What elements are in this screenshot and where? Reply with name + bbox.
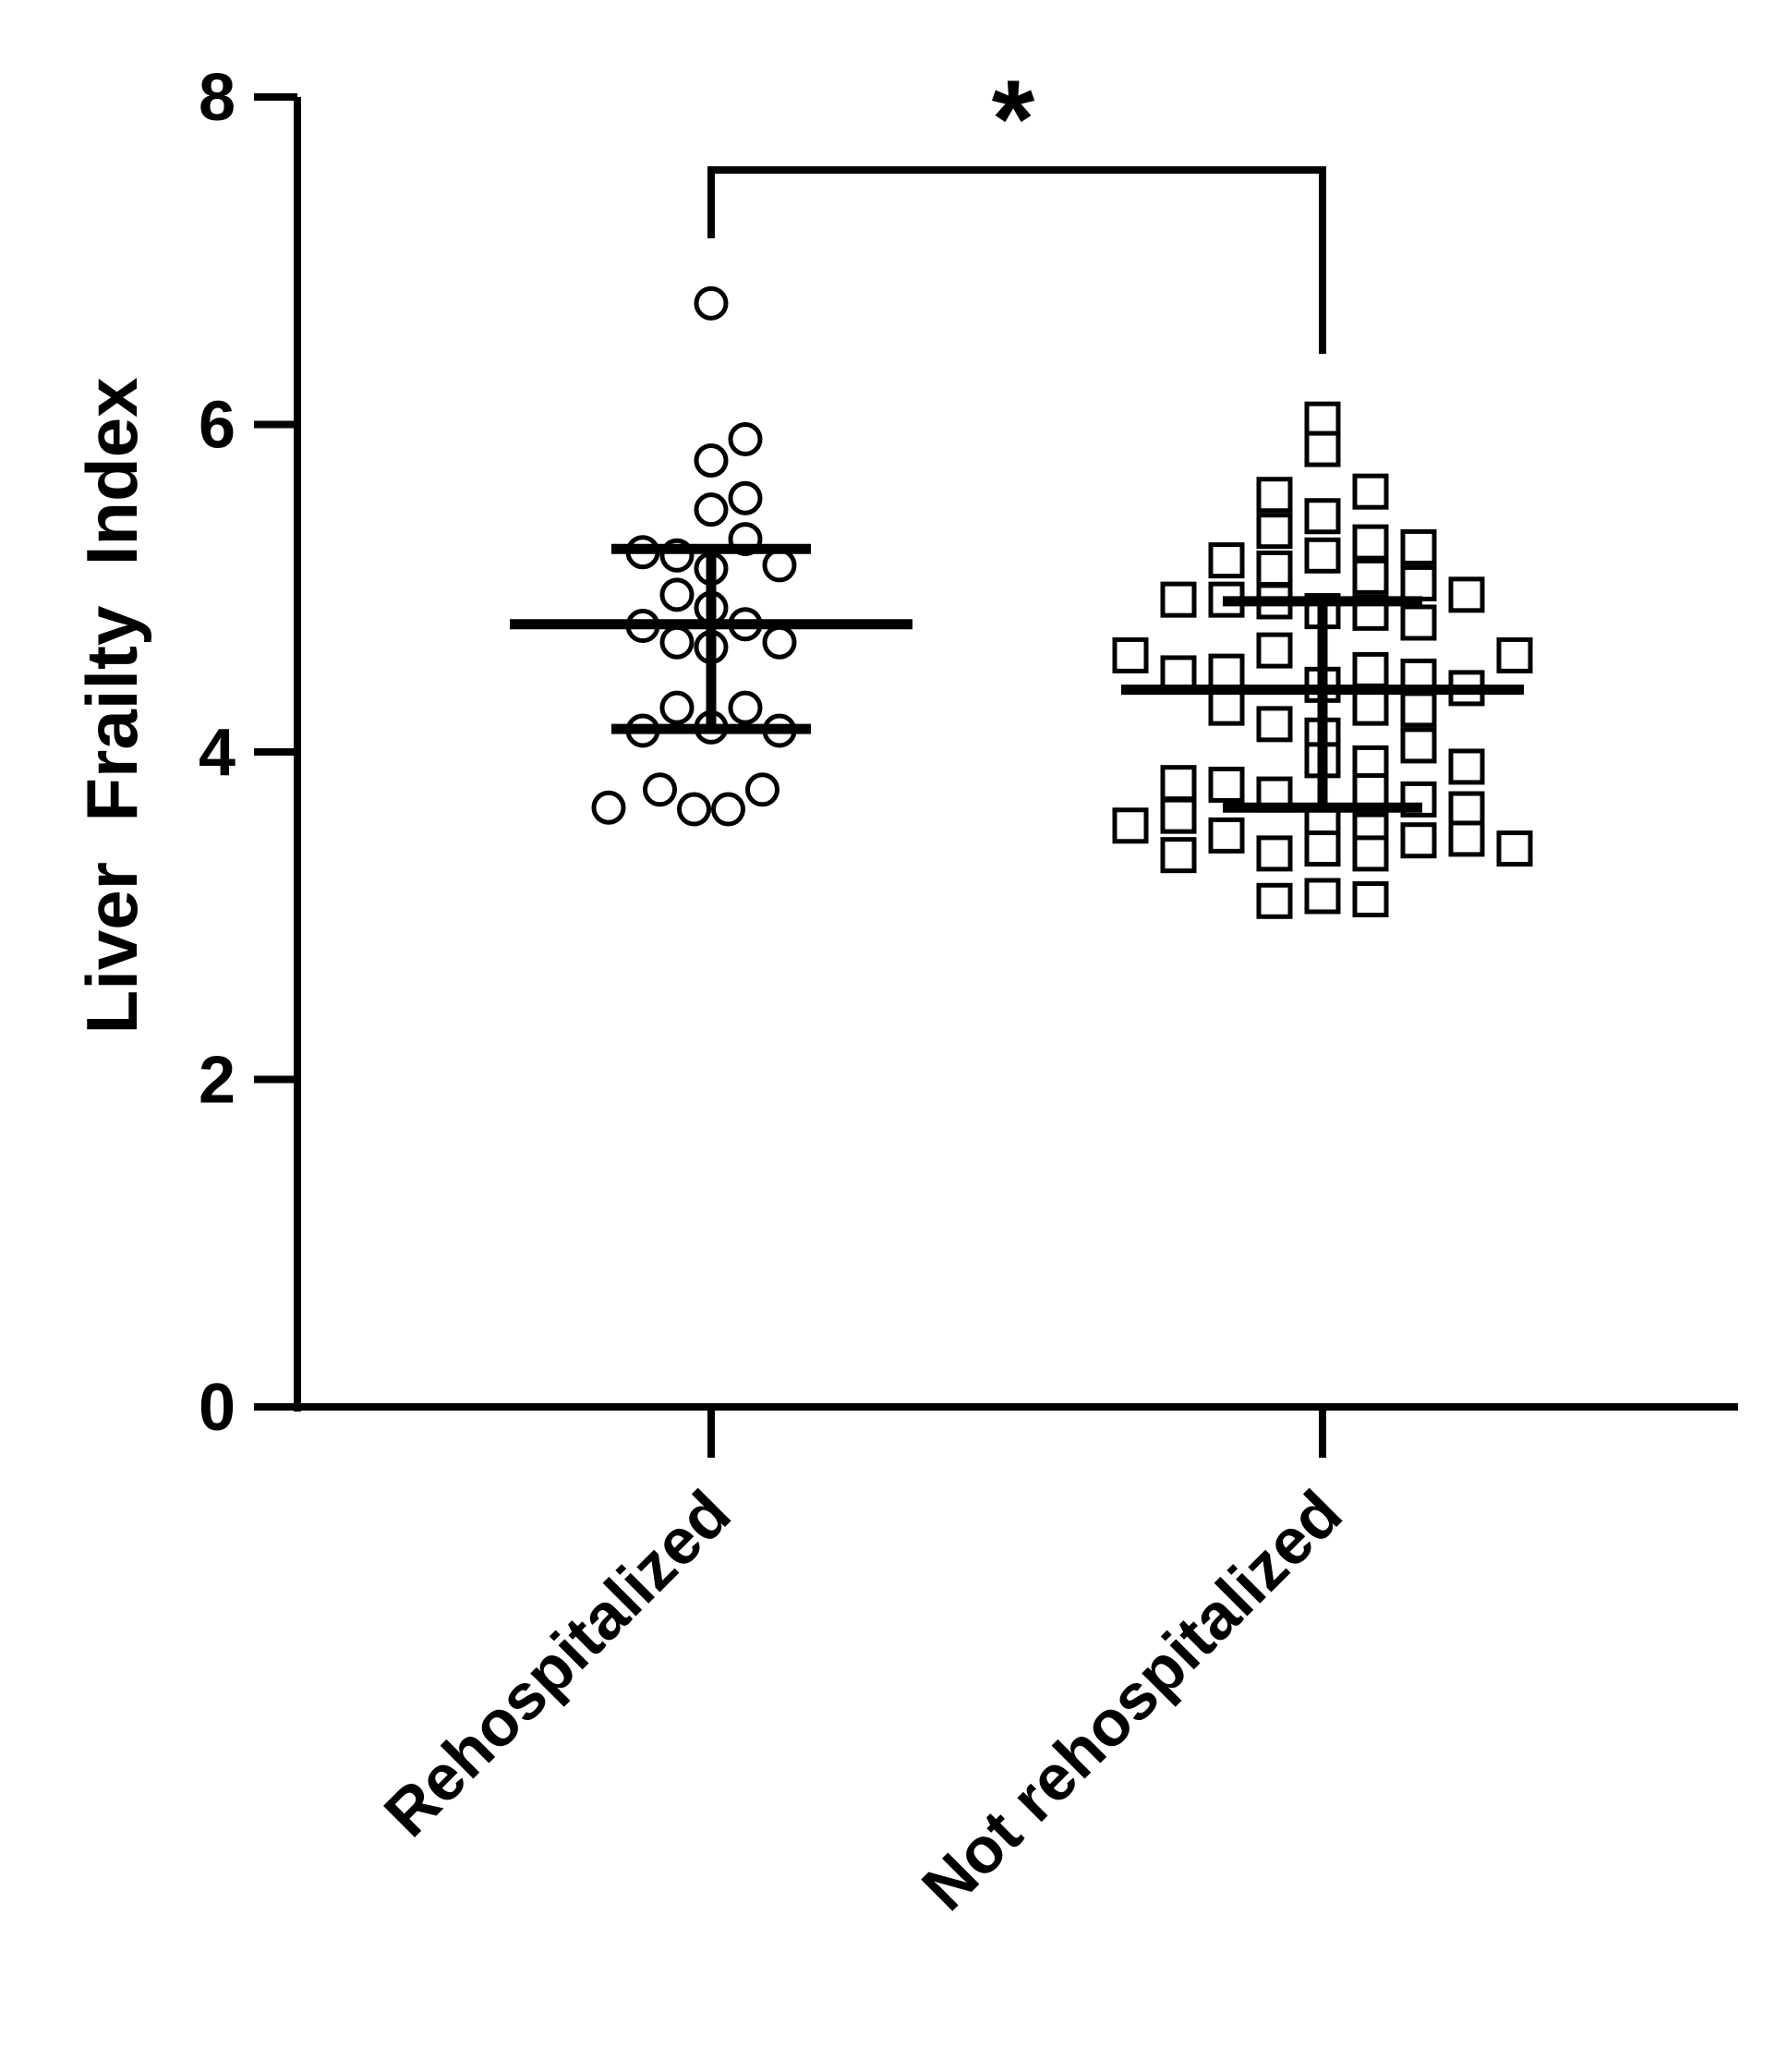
- data-point-square: [1208, 653, 1245, 690]
- data-point-square: [1112, 807, 1149, 844]
- data-point-square: [1448, 576, 1485, 613]
- data-point-square: [1352, 773, 1389, 810]
- data-point-square: [1160, 797, 1197, 834]
- y-tick-label: 2: [199, 1044, 236, 1118]
- data-point-square: [1352, 558, 1389, 595]
- data-point-square: [1400, 528, 1437, 565]
- data-point-square: [1208, 689, 1245, 726]
- data-point-square: [1256, 882, 1293, 919]
- data-point-square: [1448, 820, 1485, 857]
- data-point-circle: [711, 792, 745, 827]
- data-point-circle: [762, 624, 797, 660]
- data-point-circle: [591, 790, 626, 825]
- significance-bracket: [707, 166, 1326, 354]
- data-point-square: [1256, 835, 1293, 872]
- data-point-circle: [762, 548, 797, 583]
- data-point-circle: [659, 577, 695, 612]
- y-tick-label: 0: [199, 1371, 236, 1445]
- data-point-square: [1304, 878, 1341, 915]
- data-point-square: [1208, 766, 1245, 803]
- data-point-square: [1352, 473, 1389, 510]
- data-point-square: [1496, 636, 1533, 673]
- data-point-square: [1304, 498, 1341, 535]
- data-point-square: [1304, 430, 1341, 467]
- data-point-square: [1112, 636, 1149, 673]
- data-point-square: [1448, 748, 1485, 785]
- data-point-square: [1352, 651, 1389, 688]
- data-point-circle: [694, 492, 729, 527]
- data-point-circle: [728, 421, 763, 456]
- data-point-square: [1256, 632, 1293, 669]
- data-point-square: [1352, 835, 1389, 872]
- x-category-label: Not rehospitalized: [908, 1476, 1355, 1923]
- data-point-square: [1304, 830, 1341, 867]
- data-point-square: [1160, 765, 1197, 802]
- data-point-circle: [659, 624, 695, 660]
- data-point-circle: [677, 792, 711, 827]
- data-point-circle: [643, 772, 677, 807]
- data-point-square: [1256, 477, 1293, 514]
- data-point-square: [1160, 655, 1197, 692]
- data-point-square: [1352, 689, 1389, 726]
- data-point-square: [1400, 822, 1437, 859]
- data-point-square: [1400, 604, 1437, 641]
- plot-area: 0 2 4 6 8 Liver Frailty Index Rehospitalized No…: [71, 57, 1738, 1924]
- data-point-square: [1496, 830, 1533, 867]
- y-tick-label: 6: [199, 389, 236, 463]
- data-point-circle: [728, 690, 763, 725]
- y-tick-label: 4: [199, 716, 236, 790]
- x-category-label: Rehospitalized: [370, 1476, 743, 1849]
- data-point-square: [1400, 691, 1437, 728]
- data-point-circle: [728, 480, 763, 515]
- data-point-square: [1304, 401, 1341, 438]
- data-point-circle: [694, 285, 729, 321]
- data-point-square: [1256, 550, 1293, 587]
- data-point-circle: [659, 690, 695, 725]
- data-point-square: [1352, 881, 1389, 918]
- data-point-square: [1208, 817, 1245, 854]
- data-point-circle: [694, 442, 729, 478]
- data-point-circle: [745, 772, 779, 807]
- data-point-square: [1448, 791, 1485, 828]
- y-axis-label: Liver Frailty Index: [71, 378, 152, 1035]
- data-point-square: [1400, 564, 1437, 601]
- data-point-square: [1160, 581, 1197, 618]
- data-point-square: [1400, 727, 1437, 764]
- data-point-square: [1256, 513, 1293, 550]
- data-point-square: [1208, 542, 1245, 579]
- data-point-square: [1256, 706, 1293, 743]
- significance-star: *: [992, 57, 1035, 181]
- data-point-square: [1304, 537, 1341, 574]
- y-tick-label: 8: [199, 61, 236, 135]
- data-point-square: [1160, 837, 1197, 874]
- data-point-square: [1352, 524, 1389, 561]
